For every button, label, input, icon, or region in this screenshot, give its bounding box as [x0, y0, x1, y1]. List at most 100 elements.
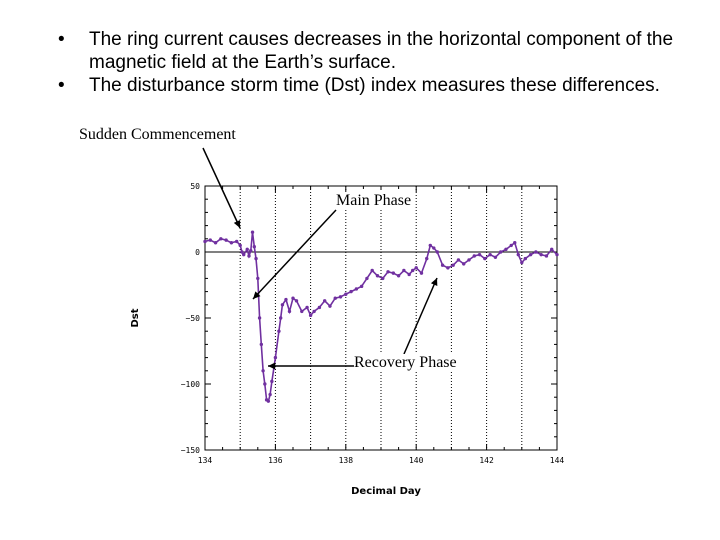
dst-data-point — [550, 247, 554, 252]
dst-data-point — [544, 254, 549, 258]
recovery-phase-arrow-head — [268, 362, 276, 370]
dst-data-point — [446, 266, 450, 270]
dst-data-point — [432, 246, 436, 250]
dst-data-point — [203, 239, 207, 244]
x-tick-label: 140 — [409, 456, 424, 465]
dst-data-point — [410, 268, 415, 273]
dst-data-point — [250, 230, 255, 234]
dst-data-point — [249, 248, 253, 253]
dst-data-point — [333, 296, 337, 300]
dst-data-point — [523, 256, 528, 261]
x-tick-label: 138 — [339, 456, 354, 465]
dst-data-point — [234, 239, 239, 244]
dst-data-point — [268, 392, 272, 397]
recovery-phase-arrow-2-head — [430, 278, 438, 286]
dst-data-point — [328, 304, 332, 308]
dst-data-point — [381, 276, 385, 281]
bullet-list: • The ring current causes decreases in t… — [58, 28, 698, 97]
dst-data-point — [370, 268, 374, 273]
x-axis-label: Decimal Day — [351, 486, 421, 497]
dst-data-point — [247, 254, 251, 258]
dst-data-point — [261, 369, 265, 373]
dst-data-point — [284, 297, 288, 302]
dst-data-point — [300, 309, 304, 314]
dst-data-point — [278, 316, 283, 320]
dst-data-point — [402, 268, 406, 273]
bullet-item: • The ring current causes decreases in t… — [58, 28, 698, 74]
dst-data-point — [534, 250, 538, 254]
dst-data-point — [294, 299, 299, 303]
main-phase-arrow-head — [253, 291, 261, 299]
dst-data-point — [359, 284, 364, 289]
dst-data-point — [440, 263, 445, 267]
dst-data-point — [270, 379, 274, 384]
dst-data-point — [208, 238, 212, 242]
dst-data-point — [277, 329, 281, 333]
main-phase-label: Main Phase — [336, 192, 412, 210]
dst-data-point — [229, 241, 234, 245]
dst-data-point — [498, 250, 503, 254]
x-tick-label: 136 — [268, 456, 283, 465]
dst-data-point — [472, 254, 476, 258]
dst-data-point — [451, 263, 455, 267]
dst-data-point — [386, 270, 390, 274]
dst-data-point — [493, 255, 498, 259]
dst-data-point — [520, 260, 524, 265]
y-tick-label: −150 — [181, 446, 200, 455]
bullet-symbol: • — [58, 75, 65, 96]
bullet-item: • The disturbance storm time (Dst) index… — [58, 74, 698, 97]
dst-data-point — [312, 309, 316, 314]
dst-data-point — [240, 250, 244, 254]
dst-data-point — [273, 355, 278, 360]
dst-data-point — [291, 296, 295, 300]
dst-data-point — [462, 262, 466, 266]
dst-data-point — [308, 313, 313, 318]
dst-data-point — [213, 241, 218, 245]
dst-data-point — [504, 247, 508, 252]
sudden-commencement-arrow — [202, 147, 241, 229]
dst-data-point — [467, 258, 471, 262]
dst-data-point — [344, 292, 348, 296]
x-tick-label: 142 — [479, 456, 494, 465]
x-tick-label: 134 — [198, 456, 213, 465]
dst-data-point — [287, 309, 292, 314]
sudden-commencement-arrow-head — [233, 220, 241, 228]
dst-data-point — [513, 241, 517, 245]
x-tick-label: 144 — [550, 456, 565, 465]
bullet-text-dst-index: The disturbance storm time (Dst) index m… — [89, 75, 660, 96]
dst-data-point — [375, 274, 380, 278]
dst-data-point — [224, 238, 228, 242]
y-tick-label: −50 — [186, 314, 201, 323]
sudden-commencement-label: Sudden Commencement — [79, 126, 236, 143]
dst-data-point — [338, 295, 343, 299]
dst-data-point — [425, 256, 429, 261]
bullet-text-ring-current: The ring current causes decreases in the… — [89, 29, 674, 73]
dst-data-point — [414, 266, 418, 270]
y-axis-label: Dst — [130, 308, 141, 327]
dst-data-point — [266, 399, 271, 403]
dst-data-point — [391, 271, 396, 275]
dst-data-point — [317, 305, 322, 310]
dst-data-point — [477, 252, 482, 257]
dst-data-point — [259, 342, 264, 347]
dst-data-point — [488, 252, 492, 257]
dst-data-point — [263, 382, 267, 386]
y-tick-label: 0 — [195, 248, 200, 257]
dst-data-point — [354, 287, 359, 291]
dst-data-point — [245, 247, 249, 252]
main-phase-arrow — [252, 209, 337, 300]
dst-data-point — [254, 256, 258, 261]
dst-data-point — [396, 274, 401, 278]
dst-data-point — [435, 250, 440, 254]
dst-data-point — [456, 258, 461, 262]
dst-data-point — [256, 276, 260, 281]
dst-data-point — [238, 243, 242, 248]
recovery-phase-label: Recovery Phase — [354, 354, 457, 372]
dst-data-point — [322, 299, 327, 303]
y-tick-label: 50 — [190, 182, 200, 191]
y-tick-label: −100 — [181, 380, 200, 389]
dst-data-point — [516, 252, 520, 257]
dst-data-point — [555, 252, 559, 257]
dst-data-point — [528, 252, 533, 257]
